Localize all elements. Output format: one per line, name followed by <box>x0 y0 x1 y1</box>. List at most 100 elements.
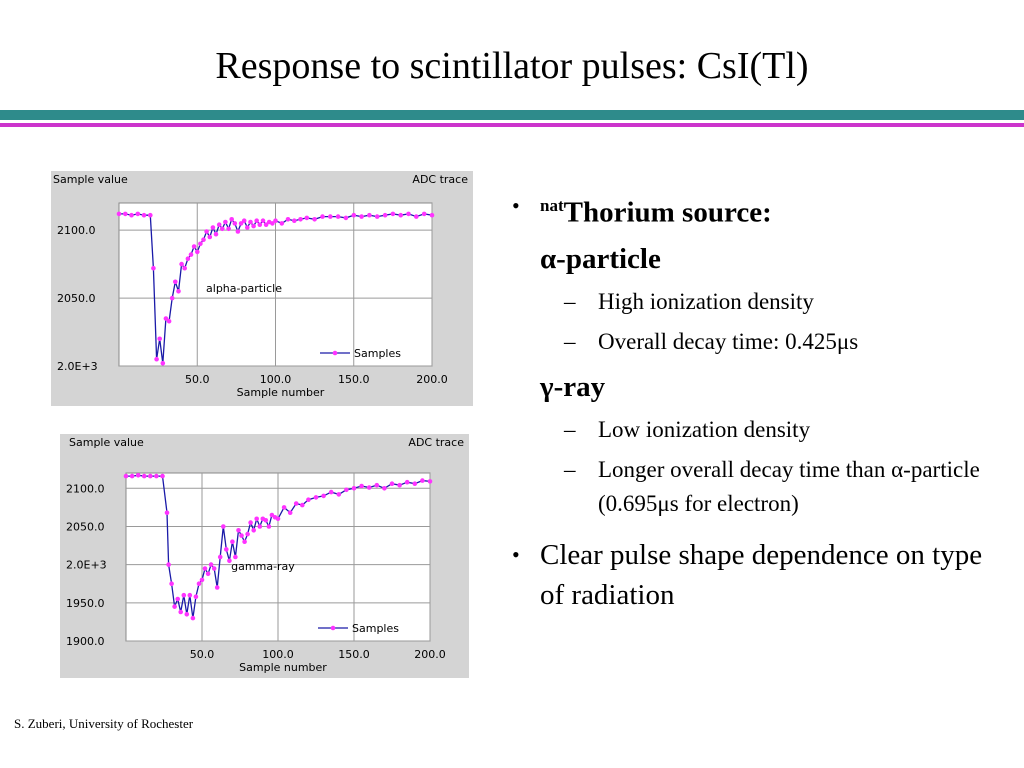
data-point <box>123 211 128 217</box>
data-point <box>359 483 364 489</box>
y-tick-label: 2050.0 <box>66 520 105 533</box>
data-point <box>389 481 395 486</box>
data-point <box>241 218 247 223</box>
chart-alpha: 2.0E+3 2050.0 2100.0 50.0 100.0 150.0 200.0 Sam… <box>51 171 473 406</box>
data-point <box>344 487 349 493</box>
data-point <box>242 539 247 544</box>
data-point <box>279 221 285 226</box>
data-point <box>320 214 325 219</box>
x-axis-label: Sample number <box>239 661 327 674</box>
data-point <box>351 212 357 218</box>
data-point <box>382 212 388 218</box>
data-point <box>285 217 291 222</box>
data-point <box>429 212 435 218</box>
x-tick-label: 100.0 <box>262 648 294 661</box>
data-point <box>157 336 162 342</box>
y-tick-label: 2.0E+3 <box>66 559 107 572</box>
data-point <box>229 217 234 222</box>
data-point <box>328 214 333 219</box>
legend-label: Samples <box>352 622 399 635</box>
x-axis-label: Sample number <box>237 386 325 399</box>
y-axis-label: Sample value <box>69 436 144 449</box>
data-point <box>335 214 341 219</box>
data-point <box>254 218 259 223</box>
gamma-heading: γ-ray <box>540 370 606 403</box>
data-point <box>359 214 364 219</box>
data-point <box>188 252 194 257</box>
legend-label: Samples <box>354 347 401 360</box>
data-point <box>175 596 180 602</box>
data-point <box>287 510 293 515</box>
data-point <box>210 225 216 230</box>
data-point <box>176 289 181 294</box>
bullet-list: • natThorium source: α-particle – High ion… <box>512 186 1012 615</box>
data-point <box>281 505 287 510</box>
header-rule-teal <box>0 110 1024 120</box>
header-rule-magenta <box>0 123 1024 127</box>
data-point <box>154 356 159 362</box>
x-tick-label: 150.0 <box>338 648 370 661</box>
data-point <box>292 218 297 223</box>
data-point <box>223 219 228 225</box>
y-tick-label: 2050.0 <box>57 292 96 305</box>
data-point <box>257 524 263 529</box>
data-point <box>427 479 433 484</box>
data-point <box>166 318 172 324</box>
y-axis-label: Sample value <box>53 173 128 186</box>
data-point <box>270 221 275 226</box>
data-point <box>172 604 177 609</box>
data-point <box>129 473 135 479</box>
data-point <box>420 478 425 483</box>
legend-marker <box>332 350 338 356</box>
y-tick-label: 2100.0 <box>57 224 96 237</box>
data-point <box>236 528 241 533</box>
data-point <box>178 609 183 615</box>
data-point <box>148 212 153 218</box>
nat-superscript: nat <box>540 196 564 215</box>
data-point <box>148 473 153 479</box>
data-point <box>191 244 197 249</box>
data-point <box>141 473 147 479</box>
data-point <box>151 265 156 271</box>
y-tick-label: 2.0E+3 <box>57 360 98 373</box>
chart-annotation: gamma-ray <box>231 560 295 573</box>
data-point <box>304 215 310 221</box>
data-point <box>414 214 419 219</box>
data-point <box>204 229 209 234</box>
data-point <box>154 473 159 479</box>
data-point <box>187 592 193 598</box>
data-point <box>214 585 220 590</box>
data-point <box>224 547 229 552</box>
data-point <box>164 510 170 515</box>
data-point <box>202 566 208 571</box>
data-point <box>232 221 238 226</box>
gamma-item-1: – Low ionization density <box>564 416 811 442</box>
data-point <box>179 261 184 267</box>
data-point <box>293 501 299 506</box>
data-point <box>193 594 199 599</box>
data-point <box>404 479 410 485</box>
alpha-heading: α-particle <box>540 242 661 275</box>
alpha-item-1: – High ionization density <box>564 288 814 314</box>
data-point <box>205 571 211 577</box>
data-point <box>336 492 342 497</box>
data-point <box>398 212 404 218</box>
data-point <box>263 222 269 227</box>
data-point <box>227 558 232 564</box>
data-point <box>251 528 256 533</box>
y-tick-label: 2100.0 <box>66 482 105 495</box>
data-point <box>263 518 269 523</box>
footer-author: S. Zuberi, University of Rochester <box>14 716 194 731</box>
data-point <box>195 249 200 255</box>
data-point <box>266 524 272 529</box>
data-point <box>166 562 171 567</box>
data-point <box>182 265 187 271</box>
data-point <box>312 217 317 222</box>
data-point <box>160 361 166 366</box>
legend-marker <box>330 625 336 631</box>
data-point <box>233 554 238 560</box>
data-point <box>221 524 226 529</box>
data-point <box>351 486 357 491</box>
slide-title: Response to scintillator pulses: CsI(Tl) <box>215 45 809 87</box>
data-point <box>129 212 134 218</box>
